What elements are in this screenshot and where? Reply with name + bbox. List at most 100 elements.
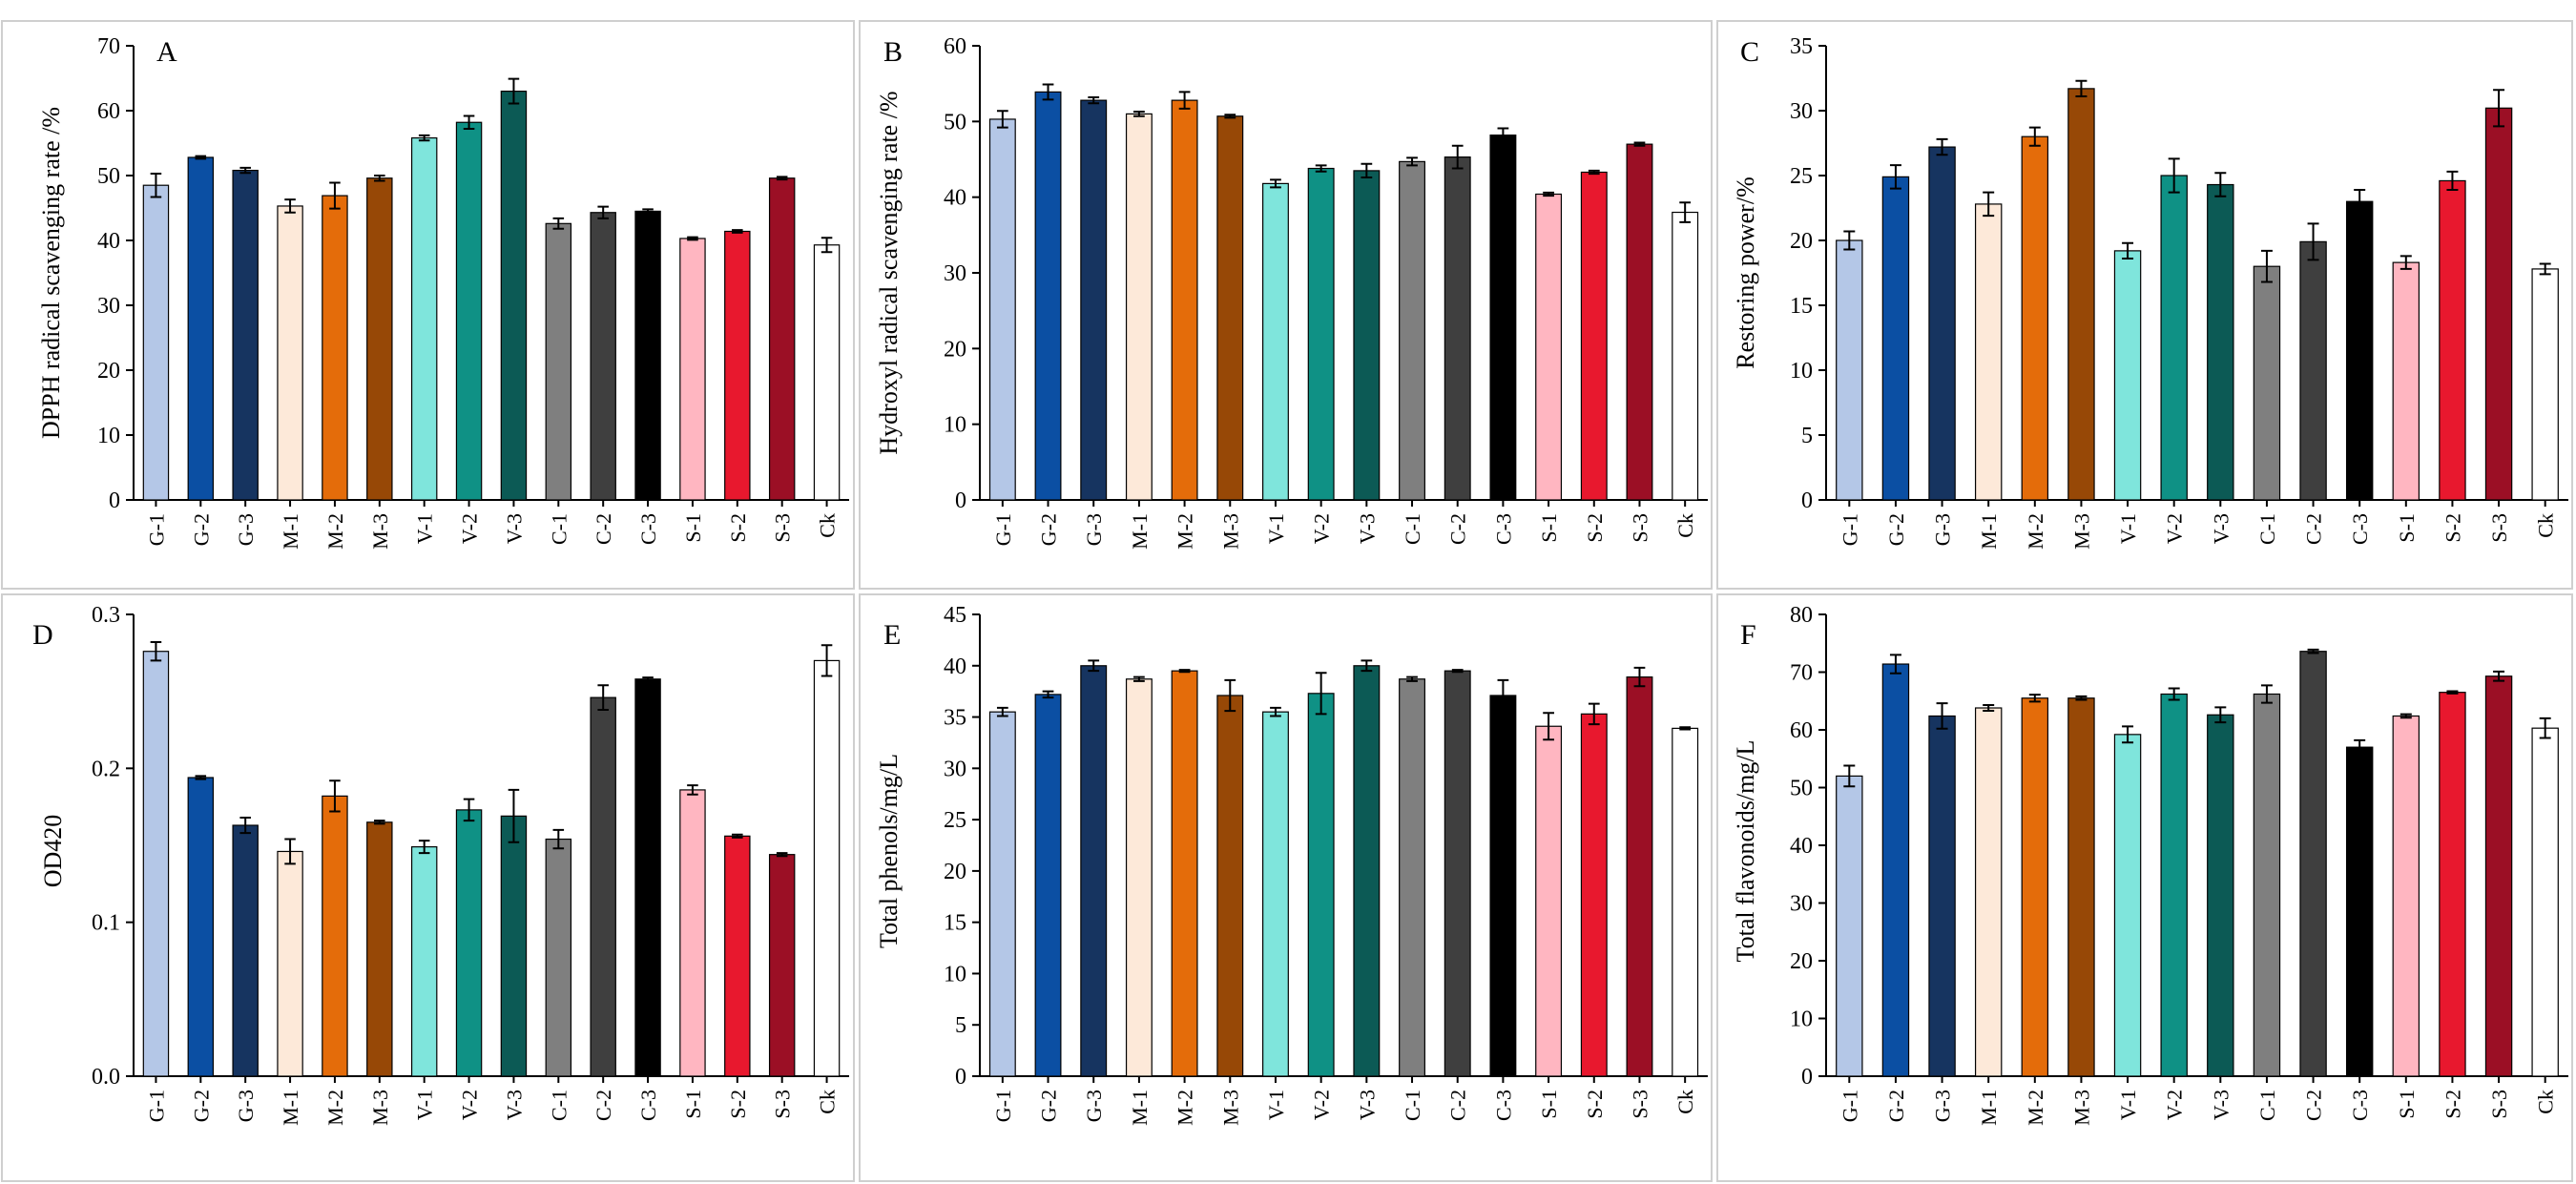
panel-f-bar-m-2 <box>2021 697 2049 1077</box>
panel-e-x-tick-label-v-1: V-1 <box>1264 1090 1288 1120</box>
panel-b-x-tick-label-g-2: G-2 <box>1037 513 1061 546</box>
panel-b-bar-v-1 <box>1262 182 1289 501</box>
panel-e-error-bar-c-2 <box>1451 669 1464 674</box>
panel-e-bar-m-1 <box>1125 678 1153 1077</box>
panel-e-x-tick-label-m-2: M-2 <box>1174 1090 1197 1126</box>
panel-d-x-tick-label-v-1: V-1 <box>413 1090 437 1120</box>
panel-e-error-bar-ck <box>1679 726 1692 731</box>
panel-a-letter: A <box>156 36 177 68</box>
panel-e-bar-s-1 <box>1535 725 1563 1077</box>
panel-f: F Total flavonoids/mg/L 0 10 20 30 40 50 60 70 8… <box>1716 593 2573 1182</box>
panel-d-x-tick-label-c-2: C-2 <box>592 1090 615 1121</box>
panel-c-y-tick-label: 15 <box>1790 294 1813 319</box>
panel-e-error-bar-v-3 <box>1361 659 1373 673</box>
panel-a-y-tick-label: 0 <box>109 488 120 513</box>
panel-f-x-tick-label-c-3: C-3 <box>2348 1090 2372 1121</box>
panel-f-y-tick-label: 30 <box>1790 892 1813 917</box>
panel-d-bar-ck <box>813 659 841 1077</box>
panel-b-x-tick-label-m-1: M-1 <box>1128 513 1152 550</box>
panel-b-y-tick-label: 50 <box>944 110 966 135</box>
panel-f-bar-m-1 <box>1974 707 2003 1077</box>
panel-b-bar-g-2 <box>1034 91 1062 501</box>
panel-b-y-tick-label: 60 <box>944 34 966 59</box>
panel-c-x-tick-label-m-2: M-2 <box>2024 513 2047 550</box>
panel-e-x-tick-label-s-3: S-3 <box>1628 1090 1652 1119</box>
panel-c-x-tick-label-ck: Ck <box>2534 513 2558 538</box>
panel-c-error-bar-v-1 <box>2122 241 2134 260</box>
panel-f-bar-c-2 <box>2299 651 2327 1077</box>
panel-a-bar-c-1 <box>545 222 572 501</box>
panel-c-error-bar-g-1 <box>1843 230 1856 251</box>
panel-d-y-tick-label: 0.0 <box>92 1065 120 1090</box>
panel-f-error-bar-s-3 <box>2493 670 2505 682</box>
panel-f-error-bar-m-2 <box>2028 694 2041 703</box>
panel-a-bar-m-2 <box>322 195 348 501</box>
panel-c-x-tick-label-s-1: S-1 <box>2395 513 2419 543</box>
panel-e-x-tick-label-c-3: C-3 <box>1491 1090 1515 1121</box>
panel-d-error-bar-m-1 <box>284 838 296 865</box>
panel-d-bar-c-1 <box>545 838 572 1077</box>
panel-e-y-tick-label: 0 <box>955 1065 966 1090</box>
panel-d-bar-c-3 <box>634 678 661 1077</box>
panel-b-error-bar-v-1 <box>1270 178 1281 189</box>
panel-c-x-tick-label-m-1: M-1 <box>1977 513 2001 550</box>
panel-d-error-bar-s-1 <box>687 784 698 796</box>
panel-c-x-tick-label-g-3: G-3 <box>1931 513 1955 546</box>
panel-b-x-tick-label-v-3: V-3 <box>1355 513 1379 544</box>
panel-e-x-tick-label-c-1: C-1 <box>1401 1090 1424 1121</box>
panel-d-x-tick-label-m-3: M-3 <box>368 1090 392 1126</box>
panel-e-y-tick-label: 45 <box>944 603 966 628</box>
panel-c-bar-v-2 <box>2160 175 2188 501</box>
panel-a-x-tick-label-m-3: M-3 <box>368 513 392 550</box>
panel-d-error-bar-m-2 <box>329 779 341 813</box>
panel-a-y-tick-label: 50 <box>97 164 120 189</box>
panel-c-error-bar-c-1 <box>2260 249 2273 283</box>
panel-f-x-tick-label-s-1: S-1 <box>2395 1090 2419 1119</box>
panel-e-x-tick-label-g-2: G-2 <box>1037 1090 1061 1122</box>
panel-e-x-tick-label-m-1: M-1 <box>1128 1090 1152 1126</box>
panel-a-x-tick-label-c-1: C-1 <box>547 513 571 545</box>
panel-d-bar-g-1 <box>142 651 170 1077</box>
panel-a-x-tick-label-c-3: C-3 <box>636 513 660 545</box>
panel-c-bar-c-1 <box>2253 265 2281 501</box>
panel-c-error-bar-m-2 <box>2028 126 2041 147</box>
panel-e-x-tick-label-g-1: G-1 <box>991 1090 1015 1122</box>
panel-a-bar-g-3 <box>232 169 259 501</box>
panel-f-y-tick-label: 70 <box>1790 661 1813 686</box>
panel-d-bar-m-3 <box>366 821 393 1077</box>
panel-b-error-bar-v-2 <box>1315 164 1327 173</box>
panel-a-bar-m-3 <box>366 177 393 501</box>
panel-a-error-bar-m-3 <box>374 175 385 182</box>
panel-b-x-tick-label-g-3: G-3 <box>1082 513 1106 546</box>
panel-e-y-tick-label: 15 <box>944 911 966 936</box>
panel-f-x-tick-label-v-3: V-3 <box>2209 1090 2233 1120</box>
panel-f-bar-g-1 <box>1836 775 1863 1077</box>
panel-b-error-bar-c-3 <box>1497 127 1509 143</box>
panel-f-bar-g-3 <box>1928 715 1956 1077</box>
panel-e-error-bar-v-2 <box>1315 672 1327 716</box>
panel-a-x-tick-label-g-1: G-1 <box>144 513 168 546</box>
panel-c-bar-m-2 <box>2021 135 2049 501</box>
panel-c-bar-ck <box>2531 268 2559 501</box>
panel-c-y-tick-label: 0 <box>1801 488 1813 513</box>
panel-b-bar-c-3 <box>1489 135 1517 501</box>
panel-e-error-bar-s-2 <box>1588 702 1600 726</box>
panel-e-y-tick-label: 35 <box>944 706 966 731</box>
panel-c-x-tick-label-m-3: M-3 <box>2069 513 2093 550</box>
panel-f-x-tick-label-m-3: M-3 <box>2069 1090 2093 1126</box>
panel-f-bar-s-2 <box>2439 692 2466 1077</box>
panel-e-x-tick-label-v-3: V-3 <box>1355 1090 1379 1120</box>
panel-e-bar-v-1 <box>1262 711 1289 1077</box>
panel-e-bar-g-3 <box>1080 665 1108 1077</box>
panel-d-y-axis-title: OD420 <box>39 815 67 888</box>
panel-e-x-tick-label-ck: Ck <box>1673 1090 1697 1114</box>
panel-b-bar-m-3 <box>1216 115 1244 501</box>
panel-a-x-tick-label-ck: Ck <box>816 513 840 538</box>
panel-b-bar-s-2 <box>1580 171 1608 501</box>
panel-e-bar-c-1 <box>1399 678 1425 1077</box>
panel-f-y-tick-label: 80 <box>1790 603 1813 628</box>
panel-b-error-bar-g-3 <box>1088 95 1100 105</box>
panel-d-bar-g-2 <box>187 777 215 1077</box>
panel-f-bar-v-2 <box>2160 693 2188 1077</box>
panel-f-x-tick-label-m-1: M-1 <box>1977 1090 2001 1126</box>
